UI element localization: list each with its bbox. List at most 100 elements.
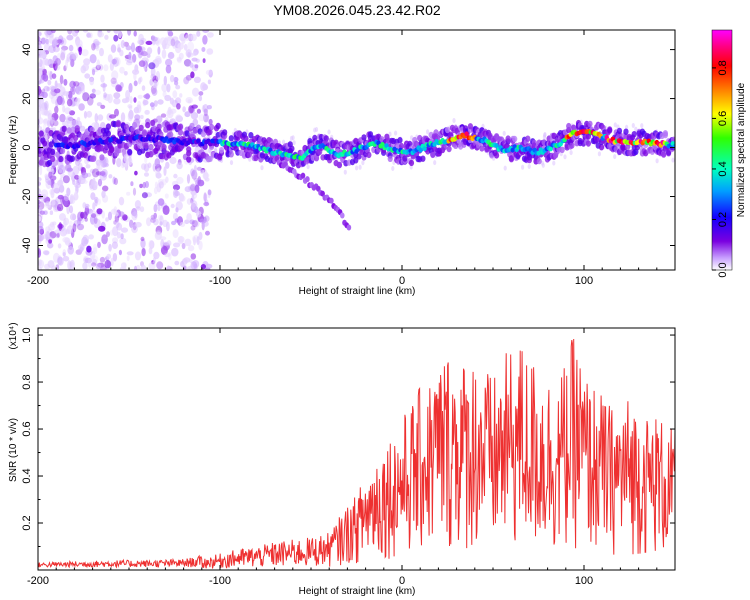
spectrogram-blob (47, 79, 52, 86)
spectrogram-blob (146, 217, 152, 227)
spectrogram-blob (173, 173, 178, 179)
snr-x-ticks: -200 -100 0 100 (27, 328, 676, 587)
colorbar-tick-label: 0.8 (717, 60, 729, 75)
spectrogram-blob (150, 119, 156, 127)
spectrogram-blob (190, 33, 197, 42)
spectrogram-blob (84, 73, 91, 79)
spectrogram-blob (196, 108, 201, 114)
spectrogram-blob (55, 64, 61, 71)
spectrogram-blob (50, 116, 55, 125)
spectrogram-blob (229, 160, 234, 166)
spectrogram-blob (60, 52, 66, 61)
spectrogram-blob (63, 65, 67, 72)
spectrogram-blob (175, 114, 183, 122)
spectrogram-blob (132, 187, 137, 196)
spectrogram-blob (99, 154, 105, 161)
spectrogram-blob (358, 164, 362, 170)
spectrogram-blob (479, 145, 485, 152)
spectrogram-blob (613, 154, 617, 160)
spectrogram-blob (173, 76, 179, 83)
spectrogram-blob (151, 35, 156, 46)
spectrogram-blob (167, 51, 175, 60)
spectrogram-blob (105, 130, 111, 137)
spectrogram-blob (135, 128, 141, 135)
spectrogram-blob (182, 106, 186, 113)
spectrogram-blob (66, 34, 74, 41)
spectrogram-blob (109, 61, 114, 71)
spectrogram-blob (172, 229, 179, 239)
spectrogram-blob (168, 252, 172, 261)
spectrogram-blob (160, 113, 167, 118)
spectrogram-blob (127, 148, 133, 156)
spectrogram-blob (207, 79, 211, 85)
spectrogram-blob (159, 221, 163, 226)
spectrogram-blob (198, 231, 203, 241)
spectrogram-blob (541, 162, 545, 168)
spectrogram-blob (49, 85, 56, 91)
spectrogram-blob (54, 106, 59, 114)
spectrogram-blob (110, 257, 114, 267)
spectrogram-blob (536, 150, 541, 156)
spectrogram-blob (74, 125, 80, 132)
spectrogram-blob (142, 99, 149, 106)
spectrogram-blob (65, 163, 72, 172)
spectrogram-blob (402, 155, 408, 162)
spectrogram-blob (161, 144, 167, 151)
spectrogram-blob (50, 148, 56, 156)
spectrogram-blob (42, 250, 50, 256)
spectrogram-blob (81, 85, 85, 95)
spectrogram-blob (634, 126, 638, 132)
spectrogram-blob (146, 47, 153, 55)
spectrogram-blob (106, 253, 112, 260)
colorbar-ticks: 0.0 0.2 0.4 0.6 0.8 (712, 60, 729, 278)
spectrogram-blob (141, 129, 148, 136)
spectrogram-blob (420, 155, 426, 162)
spectrogram-blob (177, 58, 182, 64)
spectrogram-blob (155, 37, 161, 46)
spectrogram-blob (196, 138, 201, 144)
snr-series-line (38, 338, 675, 569)
spectrogram-blob (138, 60, 146, 67)
spectrogram-blob (73, 220, 81, 227)
spectrogram-blob (154, 231, 162, 241)
spectrogram-blob (113, 177, 118, 185)
spectrogram-blob (148, 247, 153, 255)
spectrogram-blob (94, 113, 99, 123)
spectrogram-blob (137, 39, 142, 45)
spectrogram-blob (196, 210, 202, 218)
spectrogram-blob (146, 53, 151, 58)
spectrogram-blob (205, 69, 213, 76)
spectrogram-blob (89, 32, 93, 39)
spectrogram-blob (166, 265, 171, 270)
snr-x-tick-label: 0 (399, 575, 405, 587)
spectrogram-blob (150, 67, 156, 77)
spectrogram-blob (140, 238, 146, 249)
spectrogram-blob (52, 182, 60, 193)
spectrogram-blob (157, 204, 161, 212)
spectrogram-blob (140, 236, 145, 242)
spectrogram-blob (189, 62, 194, 68)
spectrogram-blob (343, 169, 347, 175)
spectrogram-blob (512, 135, 518, 143)
spectrogram-blob (78, 46, 82, 56)
spectrogram-blob (93, 41, 101, 46)
spectrogram-blob (123, 71, 128, 76)
spectrogram-blob (103, 64, 109, 72)
spectrogram-blob (163, 75, 167, 86)
spectrogram-blob (187, 52, 194, 58)
spectrogram-blob (83, 111, 88, 119)
spectrogram-blob (126, 251, 134, 256)
spectrogram-blob (77, 244, 85, 251)
spectrogram-blob (452, 118, 456, 123)
spectrogram-blob (38, 235, 43, 242)
spectrogram-blob (39, 210, 45, 215)
spectrogram-blob (44, 201, 52, 209)
spectrogram-blob (166, 83, 171, 93)
spectrogram-blob (47, 242, 54, 249)
spectrogram-blob (118, 211, 125, 217)
spectrogram-blob (566, 122, 572, 130)
spectrogram-blob (72, 223, 77, 233)
spectrogram-blob (203, 192, 207, 203)
spectrogram-blob (74, 174, 80, 180)
spectrogram-blob (53, 38, 58, 47)
